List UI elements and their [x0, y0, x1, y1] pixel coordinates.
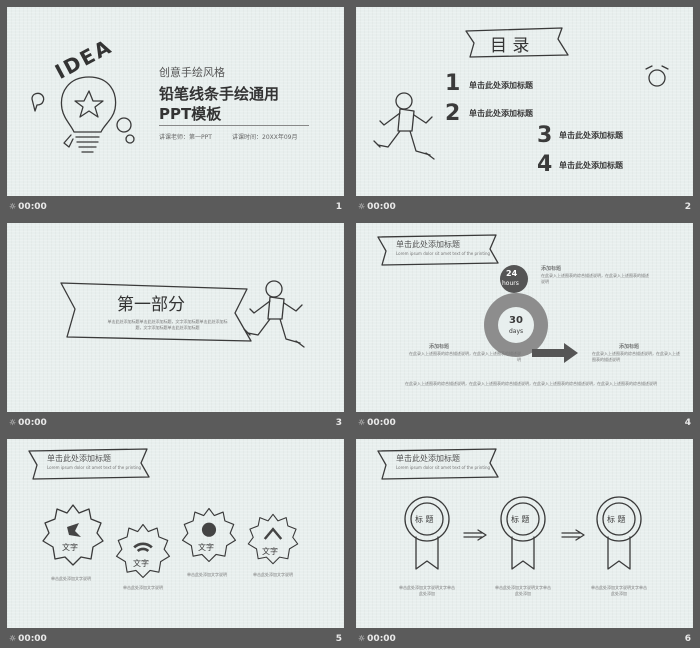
slide-1-subtitle: 创意手绘风格 — [159, 66, 225, 79]
clock-icon: ☼ — [358, 634, 366, 643]
slide-thumbnail-6[interactable]: 单击此处添加标题 Lorem ipsum dolor sit amet text… — [356, 439, 693, 628]
medal-icon — [596, 496, 642, 570]
heading-banner — [377, 448, 499, 480]
slide-time: 00:00 — [18, 202, 47, 212]
slide-heading-sub: Lorem ipsum dolor sit amet text of the p… — [396, 465, 491, 470]
arrow-right-icon — [561, 529, 585, 541]
medal-label-2: 标 题 — [511, 515, 530, 524]
gear-label-1: 文字 — [62, 543, 78, 552]
slide-thumbnail-5[interactable]: 单击此处添加标题 Lorem ipsum dolor sit amet text… — [7, 439, 344, 628]
days-label: days — [509, 328, 524, 335]
gear-label-4: 文字 — [262, 547, 278, 556]
idea-lightbulb-illustration — [31, 76, 135, 153]
toc-item-2: 单击此处添加标题 — [469, 109, 533, 118]
medal-label-3: 标 题 — [607, 515, 626, 524]
slide-footer-text: 在此录入上述图表的综合描述说明，在此录入上述图表的综合描述说明，在此录入上述图表… — [405, 381, 657, 386]
slide-heading: 单击此处添加标题 — [396, 454, 460, 463]
slide-number: 2 — [684, 202, 691, 212]
toc-number-3: 3 — [537, 123, 553, 148]
slide-1-title-line2: PPT模板 — [159, 105, 222, 123]
slide-heading: 单击此处添加标题 — [396, 240, 460, 249]
slide-number: 3 — [335, 418, 342, 428]
slide-meta-4: ☼ 00:00 4 — [356, 416, 693, 432]
gear-icon — [247, 513, 299, 565]
slide-time: 00:00 — [367, 202, 396, 212]
slide-meta-5: ☼ 00:00 5 — [7, 632, 344, 648]
slide-time: 00:00 — [18, 634, 47, 644]
clock-icon: ☼ — [9, 634, 17, 643]
medal-icon — [404, 496, 450, 570]
gear-caption-3: 单击此处添加文字说明 — [187, 572, 227, 577]
toc-number-2: 2 — [445, 101, 461, 126]
slide-meta-1: ☼ 00:00 1 — [7, 200, 344, 216]
medal-label-1: 标 题 — [415, 515, 434, 524]
toc-item-1: 单击此处添加标题 — [469, 81, 533, 90]
slide-number: 5 — [335, 634, 342, 644]
block-body-3: 在此录入上述图表的综合描述说明，在此录入上述图表的描述说明 — [592, 351, 680, 362]
slide-thumbnail-4[interactable]: 单击此处添加标题 Lorem ipsum dolor sit amet text… — [356, 223, 693, 412]
heading-banner — [28, 448, 150, 480]
gear-caption-4: 单击此处添加文字说明 — [253, 572, 293, 577]
slide-meta-6: ☼ 00:00 6 — [356, 632, 693, 648]
hours-label: hours — [502, 280, 519, 287]
running-man-illustration — [373, 92, 435, 160]
presenter-text: 讲课老师：第一PPT — [159, 134, 212, 141]
gear-icon — [181, 507, 237, 563]
slide-time: 00:00 — [18, 418, 47, 428]
gear-caption-1: 单击此处添加文字说明 — [51, 576, 91, 581]
slide-thumbnail-1[interactable]: IDEA 创意手绘风格 铅笔线条手绘通用 PPT模板 讲课老师：第一PPT 讲课… — [7, 7, 344, 196]
medal-icon — [500, 496, 546, 570]
section-banner — [60, 282, 252, 342]
medal-caption-3: 单击此处添加文字说明文字单击此处添加 — [591, 585, 647, 596]
gear-caption-2: 单击此处添加文字说明 — [123, 585, 163, 590]
toc-number-4: 4 — [537, 152, 553, 177]
days-number: 30 — [509, 315, 523, 326]
block-title-1: 添加标题 — [541, 266, 562, 272]
toc-item-3: 单击此处添加标题 — [559, 131, 623, 140]
cycle-arrow-graphic — [484, 265, 578, 363]
gear-icon — [42, 504, 104, 566]
clock-icon: ☼ — [358, 418, 366, 427]
clock-icon: ☼ — [358, 202, 366, 211]
toc-item-4: 单击此处添加标题 — [559, 161, 623, 170]
clock-icon: ☼ — [9, 202, 17, 211]
slide-meta-2: ☼ 00:00 2 — [356, 200, 693, 216]
block-body-2: 在此录入上述图表的综合描述说明，在此录入上述图表的描述说明 — [409, 351, 521, 362]
slide-thumbnail-3[interactable]: 第一部分 单击此处添加标题单击此处添加标题，文字添加标题单击此处添加标题，文字添… — [7, 223, 344, 412]
medal-caption-1: 单击此处添加文字说明文字单击此处添加 — [399, 585, 455, 596]
block-title-3: 添加标题 — [619, 344, 640, 350]
slide-1-title-line1: 铅笔线条手绘通用 — [159, 85, 280, 103]
slide-thumbnail-2[interactable]: 目 录 1 单击此处添加标题 2 单击此处添加标题 3 单击此处添加标题 4 单… — [356, 7, 693, 196]
heading-banner — [377, 234, 499, 266]
medal-caption-2: 单击此处添加文字说明文字单击此处添加 — [495, 585, 551, 596]
hours-number: 24 — [506, 269, 518, 278]
clock-icon: ☼ — [9, 418, 17, 427]
running-man-illustration — [243, 280, 305, 348]
gear-icon — [115, 523, 171, 579]
slide-number: 1 — [335, 202, 342, 212]
slide-number: 4 — [684, 418, 691, 428]
title-underline — [159, 125, 309, 126]
slide-time: 00:00 — [367, 634, 396, 644]
block-body-1: 在此录入上述图表的综合描述说明，在此录入上述图表的描述说明 — [541, 273, 649, 284]
slide-heading-sub: Lorem ipsum dolor sit amet text of the p… — [396, 251, 491, 256]
banner-icon — [465, 27, 569, 58]
section-body: 单击此处添加标题单击此处添加标题，文字添加标题单击此处添加标题，文字添加标题单击… — [107, 319, 228, 330]
slide-meta-3: ☼ 00:00 3 — [7, 416, 344, 432]
slide-time: 00:00 — [367, 418, 396, 428]
arrow-right-icon — [463, 529, 487, 541]
slide-heading-sub: Lorem ipsum dolor sit amet text of the p… — [47, 465, 142, 470]
gear-label-2: 文字 — [133, 559, 149, 568]
gear-label-3: 文字 — [198, 543, 214, 552]
toc-number-1: 1 — [445, 71, 461, 96]
section-title: 第一部分 — [117, 295, 185, 315]
slide-heading: 单击此处添加标题 — [47, 454, 111, 463]
toc-title: 目 录 — [490, 36, 530, 56]
date-text: 讲课时间：20XX年09月 — [232, 134, 298, 141]
block-title-2: 添加标题 — [429, 344, 450, 350]
slide-number: 6 — [684, 634, 691, 644]
idea-doodle-icon — [645, 65, 669, 87]
